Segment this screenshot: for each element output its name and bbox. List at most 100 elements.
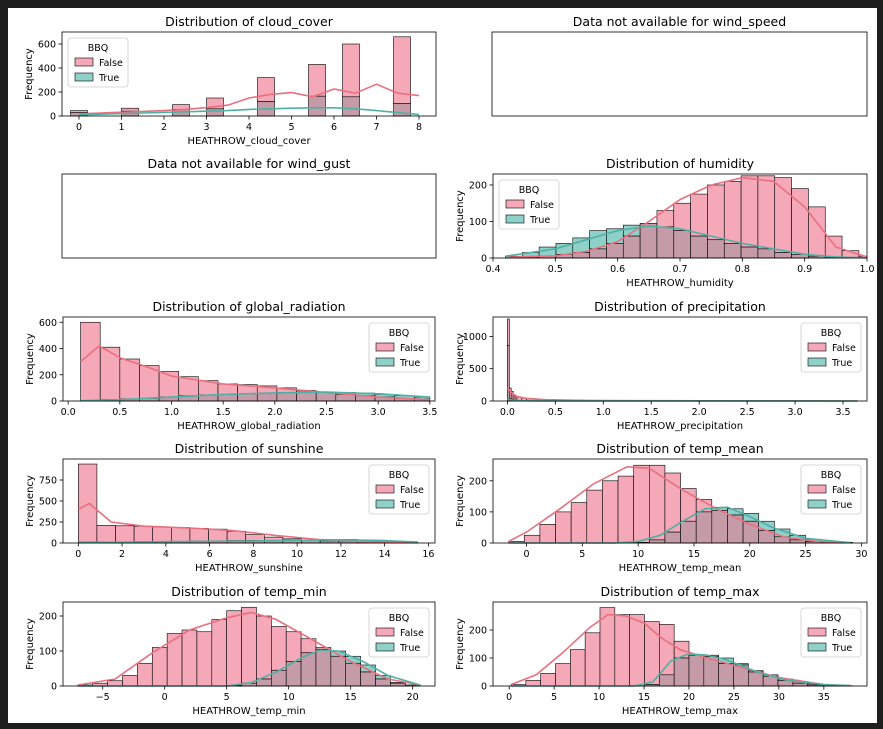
empty-axes-frame (61, 173, 437, 259)
x-tick-label: 2 (161, 122, 167, 133)
legend-swatch-true (505, 214, 525, 224)
bar-false (757, 175, 776, 250)
x-tick-label: 0.8 (735, 264, 750, 275)
legend: BBQ False True (368, 607, 430, 658)
bar-false (189, 527, 209, 542)
kde-line-true (511, 652, 851, 687)
subplot-2: Data not available for wind_speed (491, 14, 868, 117)
bar-false (539, 524, 556, 544)
legend: BBQ False True (800, 464, 862, 515)
legend-swatch-false (807, 342, 827, 352)
y-tick-label: 400 (38, 64, 56, 75)
legend-label-true: True (98, 73, 119, 84)
kde-line-true (508, 506, 851, 544)
bar-false (523, 534, 541, 544)
x-tick-label: 14 (379, 549, 391, 560)
bar-false (122, 675, 138, 687)
y-tick-label: 0 (51, 397, 57, 408)
bar-false (723, 181, 742, 244)
legend-label-true: True (529, 215, 550, 226)
bar-false (152, 526, 172, 542)
bar-false (629, 614, 645, 687)
legend: BBQ False True (800, 322, 862, 373)
x-tick-label: 25 (728, 692, 740, 703)
bar-false (644, 621, 660, 685)
subplot-title: Distribution of sunshine (175, 441, 324, 456)
bar-overlap (342, 96, 360, 117)
subplot-title: Data not available for wind_gust (148, 156, 351, 171)
bar-false (584, 632, 601, 687)
x-axis-label: HEATHROW_sunshine (195, 563, 303, 574)
y-tick-label: 0 (481, 397, 487, 408)
empty-axes-frame (491, 31, 868, 117)
x-axis-label: HEATHROW_cloud_cover (187, 136, 311, 147)
bar-overlap (308, 95, 326, 117)
x-tick-label: 1.5 (644, 407, 659, 418)
bar-overlap (680, 520, 697, 544)
y-axis-label: Frequency (455, 190, 466, 242)
bar-false (540, 673, 556, 687)
axes-frame (62, 601, 436, 687)
legend-swatch-true (375, 642, 395, 652)
bar-overlap (688, 654, 705, 687)
x-axis-label: HEATHROW_temp_mean (619, 563, 742, 574)
bar-false (507, 318, 510, 346)
x-axis-label: HEATHROW_global_radiation (177, 421, 320, 432)
bar-overlap (656, 226, 675, 259)
kde-line-false (505, 176, 868, 259)
x-tick-label: 2 (119, 549, 125, 560)
bar-true (622, 224, 641, 237)
x-tick-label: 3.0 (371, 407, 386, 418)
subplot-5: Distribution of global_radiation 0.0 0.5 1.… (25, 299, 437, 432)
axes-frame (492, 601, 868, 687)
bar-false (656, 210, 675, 228)
x-tick-label: 10 (291, 549, 303, 560)
legend-label-false: False (832, 343, 856, 354)
legend-swatch-true (807, 499, 827, 509)
legend-swatch-true (807, 642, 827, 652)
bar-false (121, 107, 139, 112)
legend-label-false: False (530, 200, 554, 211)
legend-label-true: True (399, 643, 420, 654)
x-tick-label: 0 (162, 692, 168, 703)
x-tick-label: 30 (773, 692, 785, 703)
bar-false (271, 626, 287, 671)
legend-swatch-true (375, 499, 395, 509)
x-tick-label: 1.0 (859, 264, 874, 275)
subplot-10: Distribution of temp_max 0 5 10 15 20 25 30 35 0 1… (455, 584, 868, 717)
y-tick-label: 0 (50, 112, 56, 123)
bar-false (119, 358, 140, 400)
kde-line-false (77, 502, 418, 544)
bar-false (659, 624, 675, 676)
x-tick-label: 0.5 (548, 264, 563, 275)
legend-swatch-false (375, 342, 395, 352)
x-tick-label: 4 (246, 122, 252, 133)
bar-false (633, 464, 650, 543)
x-tick-label: 1.5 (216, 407, 231, 418)
bar-overlap (237, 393, 258, 402)
kde-line-true (78, 107, 420, 116)
legend-title: BBQ (88, 43, 109, 54)
x-tick-label: 0 (76, 122, 82, 133)
x-tick-label: 0.6 (610, 264, 625, 275)
bar-false (740, 175, 759, 248)
bar-overlap (315, 648, 332, 687)
legend-label-false: False (400, 485, 424, 496)
legend-label-true: True (831, 358, 852, 369)
x-tick-label: 0.9 (797, 264, 812, 275)
x-tick-label: 1.0 (164, 407, 179, 418)
bar-false (707, 184, 725, 241)
y-tick-label: 200 (469, 476, 487, 487)
x-tick-label: 6 (207, 549, 213, 560)
legend-swatch-false (375, 484, 395, 494)
y-tick-label: 500 (469, 364, 487, 375)
x-tick-label: 2.0 (267, 407, 282, 418)
legend-title: BBQ (821, 328, 842, 339)
y-tick-label: 0 (481, 539, 487, 550)
y-tick-label: 600 (38, 40, 56, 51)
y-tick-label: 600 (39, 318, 57, 329)
bar-false (256, 615, 272, 680)
bar-false (308, 64, 326, 97)
bar-overlap (606, 243, 624, 259)
